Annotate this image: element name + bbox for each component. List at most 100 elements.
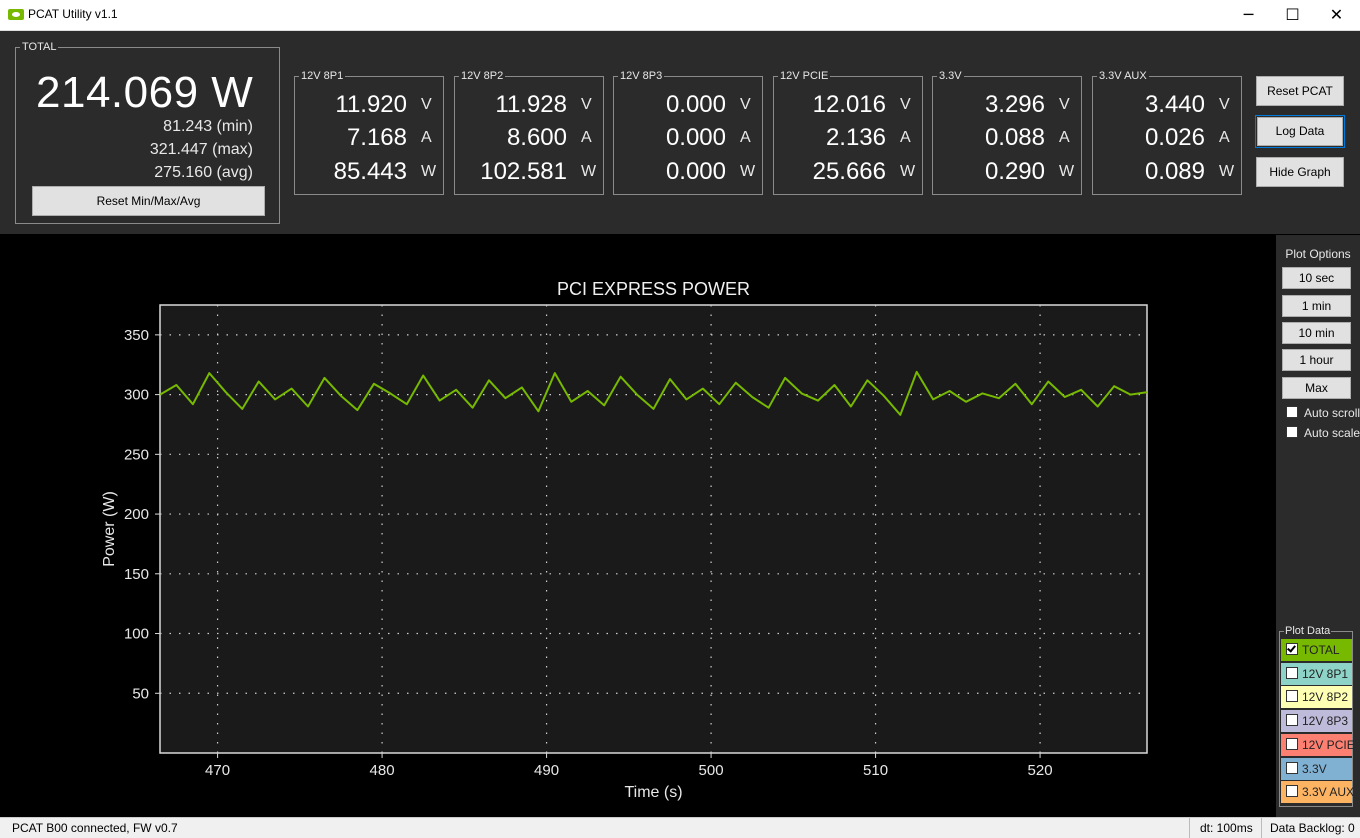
range-max-button[interactable]: Max [1282,377,1351,399]
power-chart: 470 480 490 500 510 520 50 100 150 200 250 300 350 PC… [101,279,1148,801]
y-tick-label: 350 [124,327,149,344]
x-tick-label: 480 [370,762,395,779]
plot-data-item[interactable]: 12V PCIE [1281,733,1355,756]
rail-power-value: 102.581 [480,158,567,185]
data-backlog-status: Data Backlog: 0 [1270,821,1355,835]
rail-current-value: 0.000 [665,124,726,151]
rail-voltage-unit: V [581,96,592,113]
rail-power-value: 0.000 [665,158,726,185]
rail-current-unit: A [740,129,751,146]
plot-data-title: Plot Data [1284,624,1332,638]
auto-scroll-label: Auto scroll [1304,406,1360,420]
rail-current-unit: A [581,129,592,146]
rail-voltage-value: 11.920 [335,91,407,118]
rail-power-unit: W [1059,163,1075,180]
plot-data-checkbox[interactable] [1286,690,1298,703]
rail-group: 3.3V AUX 3.440 V 0.026 A 0.089 W [1092,69,1242,195]
range-1-hour-button[interactable]: 1 hour [1282,349,1351,371]
rail-label: 12V 8P2 [459,69,506,83]
rail-group: 12V 8P1 11.920 V 7.168 A 85.443 W [294,69,444,195]
connection-status: PCAT B00 connected, FW v0.7 [12,821,178,835]
log-data-button[interactable]: Log Data [1255,115,1345,148]
rail-current-value: 0.026 [1144,124,1205,151]
minimize-button[interactable]: ─ [1243,5,1254,24]
status-divider [1189,818,1190,838]
y-tick-label: 200 [124,506,149,523]
rail-power-value: 0.290 [984,158,1045,185]
rail-current-value: 0.088 [984,124,1045,151]
plot-data-checkbox[interactable] [1286,643,1298,655]
auto-scale-checkbox[interactable]: Auto scale [1286,426,1360,440]
rail-power-unit: W [740,163,756,180]
rail-power-unit: W [421,163,437,180]
auto-scale-label: Auto scale [1304,426,1360,440]
plot-data-checkbox[interactable] [1286,714,1298,727]
rail-current-value: 2.136 [825,124,886,151]
plot-data-label: 12V 8P3 [1302,714,1349,729]
plot-data-item[interactable]: 3.3V [1281,757,1352,780]
plot-options-title: Plot Options [1285,247,1351,261]
window-title: PCAT Utility v1.1 [28,7,118,21]
hide-graph-button[interactable]: Hide Graph [1256,157,1344,187]
y-tick-label: 100 [124,626,149,643]
rail-group: 12V 8P3 0.000 V 0.000 A 0.000 W [613,69,763,195]
x-tick-label: 490 [534,762,559,779]
range-10-min-button[interactable]: 10 min [1282,322,1351,344]
plot-data-label: 3.3V [1302,761,1327,776]
plot-data-item[interactable]: 3.3V AUX [1281,781,1355,804]
measurement-panel: TOTAL 214.069 W 81.243 (min) 321.447 (ma… [0,31,1360,234]
plot-data-checkbox[interactable] [1286,785,1298,798]
rail-group: 3.3V 3.296 V 0.088 A 0.290 W [932,69,1082,195]
rail-power-value: 25.666 [812,158,886,185]
auto-scale-box[interactable] [1286,426,1298,438]
total-max-value: 321.447 (max) [149,141,253,158]
y-tick-label: 50 [132,685,149,702]
y-tick-label: 250 [124,446,149,463]
plot-data-item[interactable]: 12V 8P3 [1281,710,1352,733]
status-bar: PCAT B00 connected, FW v0.7 dt: 100ms Da… [0,817,1360,838]
rail-voltage-value: 3.440 [1144,91,1205,118]
nvidia-app-icon [8,9,24,20]
rail-voltage-unit: V [900,96,911,113]
plot-data-label: 3.3V AUX [1302,785,1355,800]
reset-pcat-button[interactable]: Reset PCAT [1256,76,1344,106]
rail-voltage-value: 12.016 [812,91,886,118]
maximize-button[interactable]: ☐ [1285,5,1300,24]
rail-power-value: 0.089 [1144,158,1205,185]
auto-scroll-checkbox[interactable]: Auto scroll [1286,406,1360,420]
reset-min-max-avg-button[interactable]: Reset Min/Max/Avg [32,186,265,216]
rail-current-value: 7.168 [346,124,407,151]
plot-data-label: TOTAL [1302,643,1340,657]
x-tick-label: 470 [205,762,230,779]
total-group-label: TOTAL [20,40,59,54]
rail-power-unit: W [1219,163,1235,180]
plot-data-item[interactable]: 12V 8P1 [1281,662,1352,685]
close-button[interactable]: ✕ [1329,5,1344,24]
rail-power-unit: W [900,163,916,180]
x-tick-label: 510 [863,762,888,779]
plot-data-checkbox[interactable] [1286,666,1298,679]
plot-data-checkbox[interactable] [1286,737,1298,750]
total-group: TOTAL 214.069 W 81.243 (min) 321.447 (ma… [15,40,280,224]
range-1-min-button[interactable]: 1 min [1282,295,1351,317]
series-line-total [159,370,1148,416]
range-10-sec-button[interactable]: 10 sec [1282,267,1351,289]
rail-power-unit: W [581,163,597,180]
plot-data-item[interactable]: TOTAL [1281,639,1352,661]
rail-current-value: 8.600 [506,124,567,151]
plot-data-group: Plot Data TOTAL 12V 8P1 12V 8P2 12V 8P3 12V … [1279,624,1355,807]
auto-scroll-box[interactable] [1286,406,1298,418]
rail-current-unit: A [421,129,432,146]
plot-data-item[interactable]: 12V 8P2 [1281,686,1352,709]
rail-voltage-unit: V [740,96,751,113]
y-tick-label: 300 [124,387,149,404]
rail-group: 12V PCIE 12.016 V 2.136 A 25.666 W [773,69,923,195]
rail-voltage-value: 0.000 [665,91,726,118]
plot-options-panel: Plot Options 10 sec 1 min 10 min 1 hour … [1276,235,1360,817]
plot-data-checkbox[interactable] [1286,761,1298,774]
plot-data-label: 12V 8P2 [1302,690,1349,705]
total-power-readout: 214.069 W [36,68,254,117]
rail-current-unit: A [1059,129,1070,146]
rail-current-unit: A [900,129,911,146]
plot-area: 470 480 490 500 510 520 50 100 150 200 250 300 350 PC… [0,235,1276,817]
